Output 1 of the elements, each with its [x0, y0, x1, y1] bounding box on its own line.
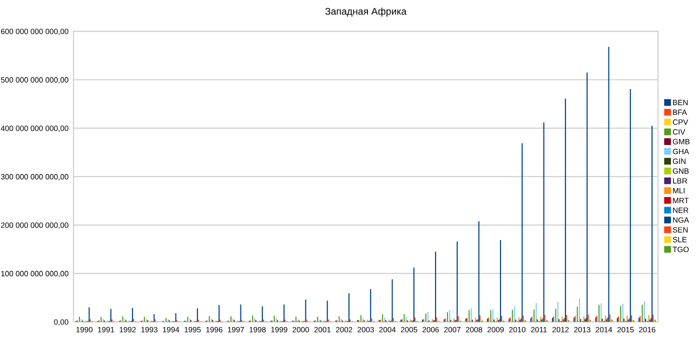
chart-title: Западная Африка [325, 8, 407, 17]
